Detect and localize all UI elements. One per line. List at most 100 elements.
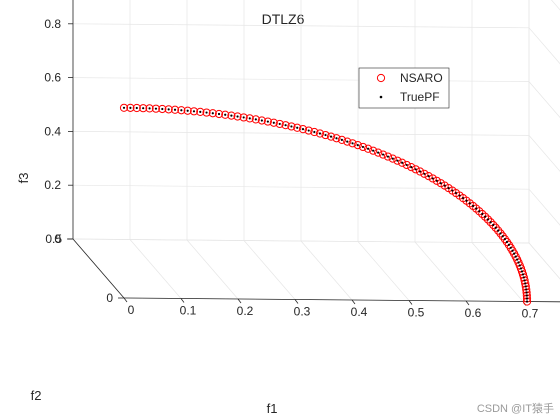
nsaro-point: [420, 169, 429, 178]
truepf-point: [192, 110, 196, 113]
truepf-point: [465, 199, 468, 202]
truepf-point: [443, 184, 446, 187]
nsaro-point: [208, 109, 217, 118]
nsaro-point: [483, 215, 493, 224]
nsaro-point: [298, 125, 308, 134]
truepf-point: [501, 235, 504, 238]
truepf-point: [381, 153, 385, 156]
nsaro-point: [332, 134, 341, 143]
truepf-point: [525, 297, 529, 300]
legend-marker-truepf: [379, 95, 383, 99]
nsaro-point: [326, 132, 336, 141]
grid-line-z-side-wall: [528, 27, 560, 65]
legend-marker-nsaro: [376, 73, 386, 83]
legend-box: [358, 67, 450, 109]
grid-line-z-side-wall: [528, 81, 560, 118]
truepf-point: [142, 107, 145, 110]
nsaro-point: [374, 148, 383, 157]
x-tick-label: 0.4: [351, 305, 368, 319]
nsaro-point: [494, 226, 503, 235]
nsaro-point: [496, 229, 505, 238]
truepf-point: [514, 255, 517, 258]
nsaro-point: [151, 104, 161, 113]
nsaro-point: [164, 105, 173, 114]
truepf-point: [340, 138, 344, 141]
nsaro-point: [119, 103, 129, 112]
truepf-point: [447, 186, 450, 190]
truepf-point: [435, 179, 438, 182]
truepf-point: [503, 238, 506, 241]
truepf-point: [230, 114, 233, 117]
grid-line-z-back-wall: [72, 131, 530, 136]
nsaro-point: [281, 121, 290, 130]
nsaro-point: [202, 108, 211, 117]
truepf-point: [454, 191, 458, 195]
truepf-point: [391, 157, 394, 160]
truepf-point: [122, 106, 126, 109]
x-tick-label: 0: [128, 303, 135, 317]
grid-line-x-floor: [471, 242, 524, 302]
nsaro-point: [251, 115, 260, 124]
nsaro-point: [269, 118, 278, 127]
truepf-point: [427, 175, 430, 178]
nsaro-point: [139, 104, 148, 113]
truepf-point: [497, 229, 500, 232]
nsaro-point: [257, 116, 266, 125]
nsaro-point: [304, 126, 313, 135]
grid-line-x-floor: [528, 242, 560, 280]
truepf-point: [248, 117, 251, 120]
truepf-point: [492, 223, 495, 227]
grid-line-x-floor: [357, 241, 410, 301]
grid-line-z-back-wall: [72, 23, 530, 29]
chart-title: DTLZ6: [262, 11, 305, 27]
legend: NSARO TruePF: [358, 67, 450, 109]
x-tick-mark: [465, 300, 470, 306]
grid-line-x-floor: [186, 239, 239, 300]
x-tick-label: 0.5: [408, 306, 425, 320]
truepf-point: [521, 273, 525, 276]
nsaro-point: [293, 123, 302, 132]
grid-line-z-side-wall: [528, 188, 560, 226]
truepf-point: [484, 215, 487, 218]
truepf-point: [475, 207, 478, 210]
nsaro-point: [411, 165, 420, 174]
truepf-point: [211, 112, 214, 115]
truepf-point: [301, 128, 305, 131]
truepf-point: [451, 189, 454, 192]
nsaro-point: [214, 109, 224, 119]
truepf-point: [396, 159, 399, 162]
truepf-point: [260, 119, 263, 122]
truepf-point: [499, 232, 502, 235]
truepf-point: [217, 112, 221, 116]
truepf-point: [356, 144, 359, 147]
nsaro-point: [158, 104, 167, 114]
x-tick-label: 0.3: [294, 305, 311, 319]
truepf-point: [405, 163, 408, 167]
nsaro-point: [478, 209, 487, 219]
truepf-point: [461, 197, 465, 200]
truepf-point: [346, 140, 349, 143]
truepf-point: [471, 204, 475, 208]
truepf-point: [173, 108, 177, 111]
truepf-point: [205, 111, 208, 114]
truepf-point: [458, 194, 461, 197]
truepf-point: [161, 107, 164, 111]
z-tick-label: 0.4: [44, 124, 61, 138]
truepf-point: [431, 177, 434, 180]
nsaro-point: [491, 223, 500, 232]
grid-line-z-back-wall: [72, 184, 530, 190]
truepf-point: [486, 218, 490, 221]
nsaro-point: [486, 218, 495, 227]
x-tick-label: 0.1: [180, 304, 197, 318]
x-tick-mark: [294, 299, 299, 304]
nsaro-point: [183, 106, 192, 115]
truepf-point: [524, 282, 527, 285]
truepf-point: [324, 133, 327, 137]
nsaro-point: [189, 107, 199, 116]
truepf-point: [519, 267, 523, 270]
nsaro-point: [428, 174, 437, 183]
truepf-point: [366, 147, 370, 150]
nsaro-point: [402, 160, 411, 170]
x-tick-mark: [180, 298, 185, 303]
